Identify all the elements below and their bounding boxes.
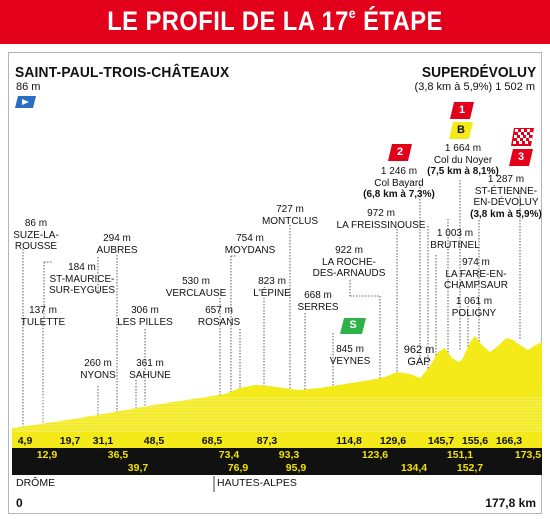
climb-cat1-label: 1 xyxy=(458,104,466,116)
km-mark: 36,5 xyxy=(107,449,129,461)
distance-end: 177,8 km xyxy=(485,496,536,510)
km-mark: 145,7 xyxy=(427,435,455,447)
place-les-pilles: 306 m LES PILLES xyxy=(117,305,173,328)
km-mark: 155,6 xyxy=(461,435,489,447)
climb-cat1-icon xyxy=(450,102,474,119)
finish-detail: (3,8 km à 5,9%) 1 502 m xyxy=(414,81,535,93)
place-la-fare-en-champsaur: 974 m LA FARE-EN- CHAMPSAUR xyxy=(444,257,508,291)
km-mark: 152,7 xyxy=(456,462,484,474)
region-drome: DRÔME xyxy=(16,477,56,489)
climb-cat3-icon xyxy=(509,149,533,166)
place-brutinel: 1 003 m BRUTINEL xyxy=(430,228,480,251)
place-l-epine: 823 m L'ÉPINE xyxy=(253,276,291,299)
place-nyons: 260 m NYONS xyxy=(80,358,116,381)
climb-cat3-label: 3 xyxy=(517,151,525,163)
place-col-bayard: 1 246 m Col Bayard (6,8 km à 7,3%) xyxy=(363,166,435,200)
km-mark: 129,6 xyxy=(379,435,407,447)
km-mark: 48,5 xyxy=(143,435,165,447)
km-mark: 31,1 xyxy=(92,435,114,447)
sprint-label: S xyxy=(349,319,357,331)
place-st-etienne-en-devoluy: 1 287 m ST-ÉTIENNE- EN-DÉVOLUY (3,8 km à 5,… xyxy=(470,174,542,220)
place-suze-la-rousse: 86 m SUZE-LA- ROUSSE xyxy=(13,218,59,252)
distance-start: 0 xyxy=(16,496,23,510)
title-banner: LE PROFIL DE LA 17e ÉTAPE xyxy=(0,0,550,44)
profile-hatching xyxy=(12,397,542,432)
climb-cat2-icon xyxy=(388,144,412,161)
km-mark: 87,3 xyxy=(256,435,278,447)
elevation-profile xyxy=(12,336,542,433)
finish-town: SUPERDÉVOLUY xyxy=(421,64,536,81)
km-mark: 123,6 xyxy=(361,449,389,461)
km-mark: 68,5 xyxy=(201,435,223,447)
place-tulette: 137 m TULETTE xyxy=(20,305,66,328)
start-altitude: 86 m xyxy=(16,81,41,93)
km-mark: 114,8 xyxy=(336,435,362,447)
bonus-b-icon xyxy=(449,122,473,139)
checkered-flag-icon xyxy=(511,128,534,146)
km-mark: 4,9 xyxy=(17,435,33,447)
place-la-roche-des-arnauds: 922 m LA ROCHE- DES-ARNAUDS xyxy=(312,245,386,279)
km-mark: 173,5 xyxy=(514,449,542,461)
place-montclus: 727 m MONTCLUS xyxy=(261,204,319,227)
sprint-icon xyxy=(340,318,366,334)
place-sahune: 361 m SAHUNE xyxy=(129,358,171,381)
place-col-du-noyer: 1 664 m Col du Noyer (7,5 km à 8,1%) xyxy=(427,143,499,177)
km-mark: 76,9 xyxy=(227,462,249,474)
km-mark: 93,3 xyxy=(278,449,300,461)
km-mark: 39,7 xyxy=(127,462,149,474)
place-gap: 962 m GAP xyxy=(403,344,435,368)
km-mark: 134,4 xyxy=(400,462,428,474)
start-town: SAINT-PAUL-TROIS-CHÂTEAUX xyxy=(15,64,230,81)
km-mark: 95,9 xyxy=(285,462,307,474)
place-verclause: 530 m VERCLAUSE xyxy=(165,276,227,299)
place-aubres: 294 m AUBRES xyxy=(96,233,138,256)
km-mark: 12,9 xyxy=(36,449,58,461)
profile-frame xyxy=(8,52,542,514)
place-rosans: 657 m ROSANS xyxy=(197,305,241,328)
km-mark: 73,4 xyxy=(218,449,240,461)
km-band-top xyxy=(12,433,542,448)
place-serres: 668 m SERRES xyxy=(297,290,339,313)
km-mark: 166,3 xyxy=(495,435,523,447)
climb-cat2-label: 2 xyxy=(396,146,404,158)
place-moydans: 754 m MOYDANS xyxy=(224,233,276,256)
km-mark: 19,7 xyxy=(59,435,81,447)
place-veynes: 845 m VEYNES xyxy=(329,344,371,367)
page-title: LE PROFIL DE LA 17e ÉTAPE xyxy=(107,5,443,36)
start-flag-icon xyxy=(15,96,36,108)
place-la-freissinouse: 972 m LA FREISSINOUSE xyxy=(336,208,426,231)
km-mark: 151,1 xyxy=(446,449,474,461)
region-hautes-alpes: HAUTES-ALPES xyxy=(217,477,297,489)
bonus-b-label: B xyxy=(457,124,465,136)
place-st-maurice: 184 m ST-MAURICE- SUR-EYGUES xyxy=(48,262,116,296)
place-poligny: 1 061 m POLIGNY xyxy=(451,296,497,319)
